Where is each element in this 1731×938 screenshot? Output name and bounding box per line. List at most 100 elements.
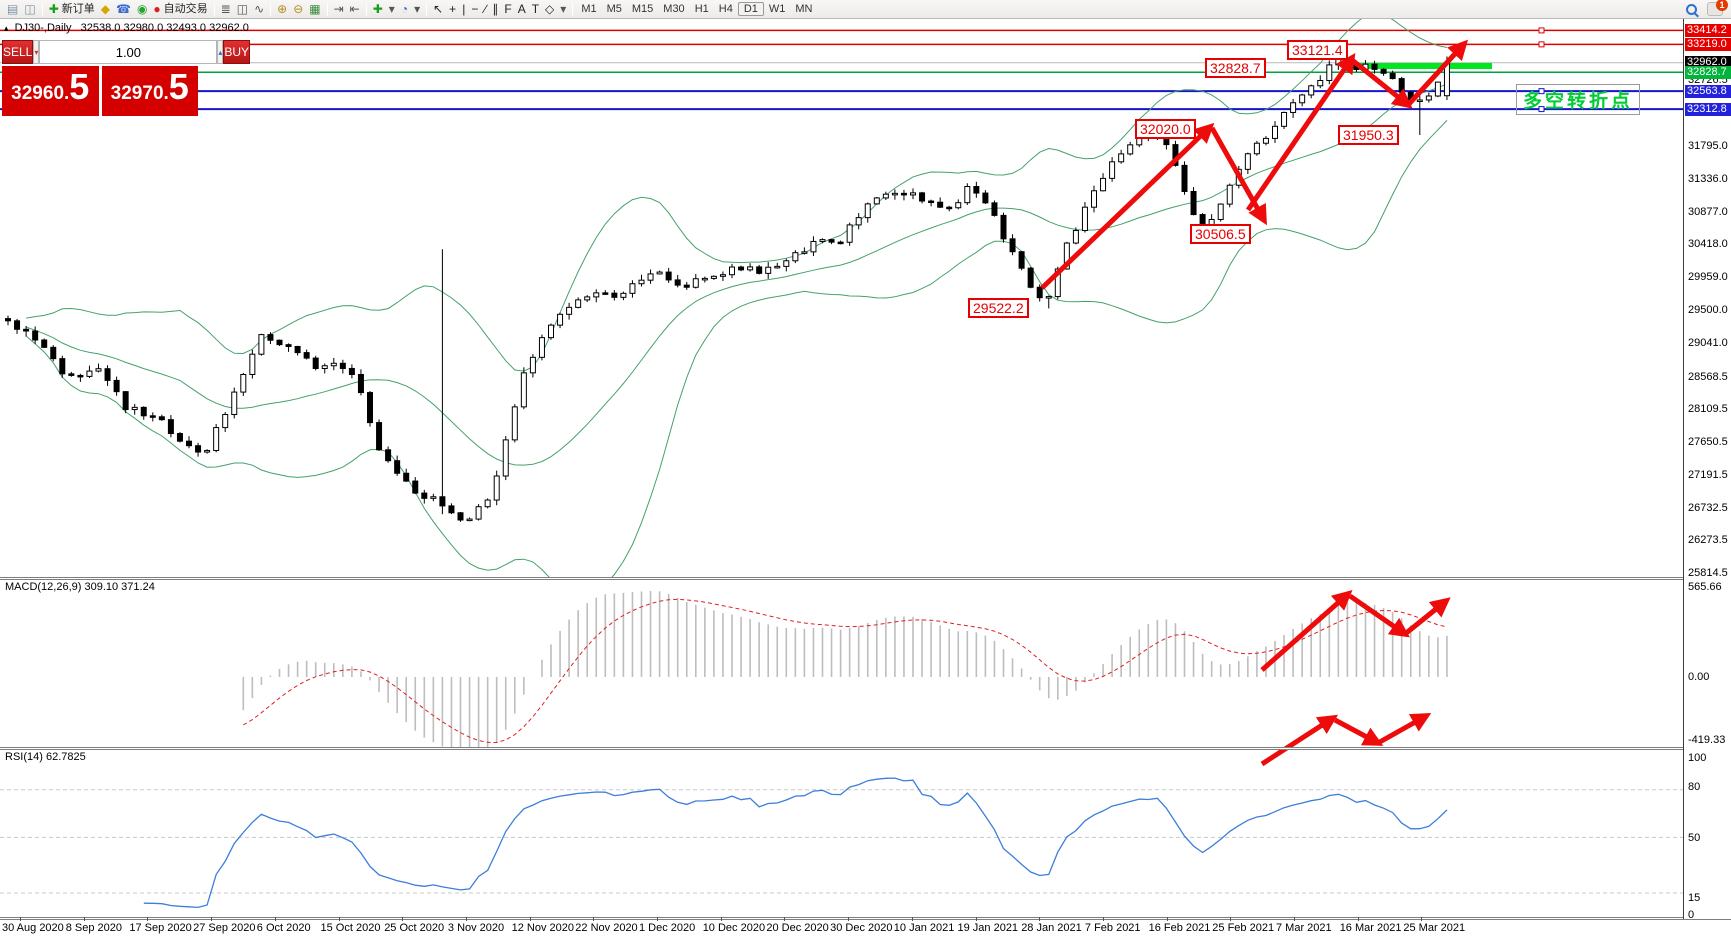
price-axis[interactable] [1683,18,1731,919]
rsi-label: RSI(14) 62.7825 [5,751,86,763]
timeframe-m1[interactable]: M1 [581,2,597,15]
caret-down-icon[interactable]: ▾ [560,2,567,16]
new-order-icon[interactable]: ✚ 新订单 [48,2,95,16]
price-callout[interactable]: 29522.2 [968,298,1029,318]
turning-point-note[interactable]: 多空转折点 [1516,84,1641,115]
price-callout[interactable]: 30506.5 [1190,224,1251,244]
text-icon[interactable]: A [517,2,526,16]
ask-quote[interactable]: 32970. 5 [101,66,198,116]
tile-windows-icon[interactable]: ▦ [309,2,321,16]
price-tick-label: 26273.5 [1688,534,1728,547]
macd-axis-label: 565.66 [1688,581,1722,593]
date-label: 27 Sep 2020 [193,922,256,934]
toolbar-separator [270,4,272,16]
bid-dec: 5 [69,66,90,107]
barchart-icon[interactable]: ≣ [220,2,231,16]
chart-profile-icon[interactable]: ◫ [24,2,36,16]
cursor-icon[interactable]: ↖ [433,2,444,16]
sell-button[interactable]: SELL [2,40,34,64]
search-icon[interactable] [1686,3,1697,15]
price-tick-label: 29041.0 [1688,336,1728,349]
timeframe-m5[interactable]: M5 [606,2,622,15]
shift-icon[interactable]: ⇤ [349,2,360,16]
label-icon[interactable]: T [531,2,540,16]
price-tick-label: 31336.0 [1688,172,1728,185]
caret-down-icon[interactable]: ▾ [414,2,421,16]
notification-badge: 1 [1716,0,1728,11]
hline-icon[interactable]: − [471,2,479,16]
moneybag-icon[interactable]: ◆ [100,2,110,16]
pane-separator[interactable] [0,747,1731,750]
phone-icon[interactable]: ☎ [115,2,131,16]
one-click-trade-panel: SELL ▾ ▴ BUY 32960.5 32970.5 [2,40,251,118]
zoom-out-icon[interactable]: ⊖ [293,2,304,16]
price-tick-label: 27191.5 [1688,468,1728,481]
price-callout[interactable]: 33121.4 [1287,40,1348,60]
zoom-in-icon[interactable]: ⊕ [277,2,288,16]
date-label: 1 Dec 2020 [639,922,696,934]
price-callout[interactable]: 32828.7 [1205,58,1266,78]
timeframe-bar: M1 M5 M15 M30 H1 H4 D1 W1 MN [576,1,817,17]
autoscroll-icon[interactable]: ⇥ [333,2,344,16]
date-label: 8 Sep 2020 [65,922,122,934]
rsi-axis-label: 0 [1688,909,1695,921]
toolbar: ▤ ◫ ✚ 新订单 ◆ ☎ ◉ ● 自动交易 ≣ ◫ ∿ ⊕ ⊖ ▦ ⇥ ⇤ ✚ ▾ ◔ ▾ ↖ + | − ∕ ∥ F A T ◇ ▾ M1… [0,0,1731,19]
timeframe-m30[interactable]: M30 [663,2,685,15]
timeframe-m15[interactable]: M15 [631,2,654,15]
crosshair-icon[interactable]: + [449,2,457,16]
bid-quote[interactable]: 32960. 5 [2,66,99,116]
price-tick-label: 28568.5 [1688,370,1728,383]
new-chart-icon[interactable]: ▤ [7,2,19,16]
autotrade-icon[interactable]: ● 自动交易 [153,2,208,16]
rsi-axis-label: 80 [1688,781,1701,793]
buy-button[interactable]: BUY [223,40,251,64]
timeframe-h1[interactable]: H1 [694,2,709,15]
vline-icon[interactable]: | [462,2,466,16]
ask-int: 32970 [110,83,164,104]
date-label: 25 Mar 2021 [1403,922,1466,934]
toolbar-separator [365,4,367,16]
price-tick-label: 29500.0 [1688,304,1728,316]
trendline-icon[interactable]: ∕ [484,2,487,16]
timeframe-w1[interactable]: W1 [768,2,786,15]
volume-input[interactable] [39,40,218,64]
timeframe-mn[interactable]: MN [795,2,813,15]
timeframe-d1[interactable]: D1 [737,1,764,16]
pane-separator[interactable] [0,917,1731,920]
fibo-icon[interactable]: F [504,2,512,16]
candlestick-icon[interactable]: ◫ [236,2,249,16]
indicators-icon[interactable]: ✚ [372,2,383,16]
chart-symbol-icon: ▴ [4,23,9,33]
date-label: 16 Mar 2021 [1339,922,1402,934]
date-label: 15 Oct 2020 [320,922,381,934]
ask-dec: 5 [168,66,189,107]
period-clock-icon[interactable]: ◔ [400,2,409,16]
macd-label: MACD(12,26,9) 309.10 371.24 [5,581,155,593]
price-badge: 32563.8 [1685,84,1731,98]
channel-icon[interactable]: ∥ [492,2,499,16]
time-axis[interactable]: 30 Aug 2020 8 Sep 2020 17 Sep 2020 27 Sep 2… [0,917,1683,938]
toolbar-separator [326,4,328,16]
timeframe-h4[interactable]: H4 [718,2,733,15]
rsi-axis-label: 100 [1688,752,1707,764]
pane-separator[interactable] [0,577,1731,580]
volume-up-stepper[interactable]: ▴ [217,40,224,64]
volume-down-stepper[interactable]: ▾ [33,40,40,64]
toolbar-icons: ▤ ◫ ✚ 新订单 ◆ ☎ ◉ ● 自动交易 ≣ ◫ ∿ ⊕ ⊖ ▦ ⇥ ⇤ ✚ ▾ ◔ ▾ ↖ + | − ∕ ∥ F A T ◇ ▾ [4,1,576,17]
caret-down-icon[interactable]: ▾ [388,2,395,16]
price-tick-label: 27650.5 [1688,436,1728,449]
notification-icon[interactable]: 1 [1707,0,1728,16]
bid-int: 32960 [11,83,65,104]
price-tick-label: 31795.0 [1688,140,1728,153]
date-label: 25 Oct 2020 [384,922,445,934]
price-callout[interactable]: 32020.0 [1135,119,1196,139]
date-label: 30 Aug 2020 [2,922,64,934]
signal-icon[interactable]: ◉ [136,2,148,16]
chart-symbol-period: DJ30-,Daily [14,22,72,34]
price-callout[interactable]: 31950.3 [1338,125,1399,145]
toolbar-separator [213,4,215,16]
linechart-icon[interactable]: ∿ [254,2,265,16]
price-tick-label: 28109.5 [1688,403,1728,416]
shapes-icon[interactable]: ◇ [545,2,555,16]
